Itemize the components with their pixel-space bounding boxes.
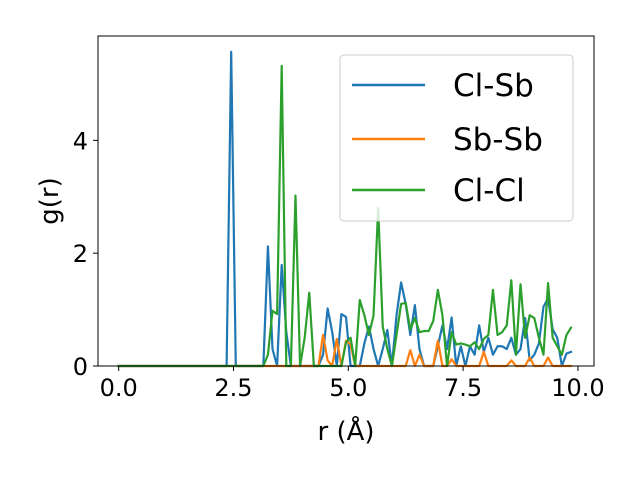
- x-axis-label: r (Å): [317, 415, 374, 447]
- series-line-sb-sb: [117, 333, 573, 368]
- y-tick-label: 0: [73, 353, 88, 381]
- x-tick-label: 5.0: [329, 374, 367, 402]
- x-tick-label: 2.5: [214, 374, 252, 402]
- plot-lines: [117, 50, 573, 368]
- legend-box: [339, 54, 574, 222]
- plot-frame: [97, 35, 595, 367]
- legend-label-cl-cl: Cl-Cl: [453, 173, 525, 209]
- x-tick-label: 0.0: [100, 374, 138, 402]
- legend-label-cl-sb: Cl-Sb: [453, 68, 534, 104]
- x-tick-label: 7.5: [444, 374, 482, 402]
- y-tick-label: 4: [73, 127, 88, 155]
- y-tick-label: 2: [73, 240, 88, 268]
- y-axis: 0 2 4: [73, 127, 98, 381]
- legend-label-sb-sb: Sb-Sb: [453, 122, 543, 158]
- y-axis-label: g(r): [35, 177, 65, 224]
- series-line-cl-cl: [117, 64, 573, 368]
- legend: Cl-Sb Sb-Sb Cl-Cl: [339, 54, 574, 222]
- x-tick-label: 10.0: [551, 374, 604, 402]
- x-axis: 0.0 2.5 5.0 7.5 10.0: [100, 366, 605, 402]
